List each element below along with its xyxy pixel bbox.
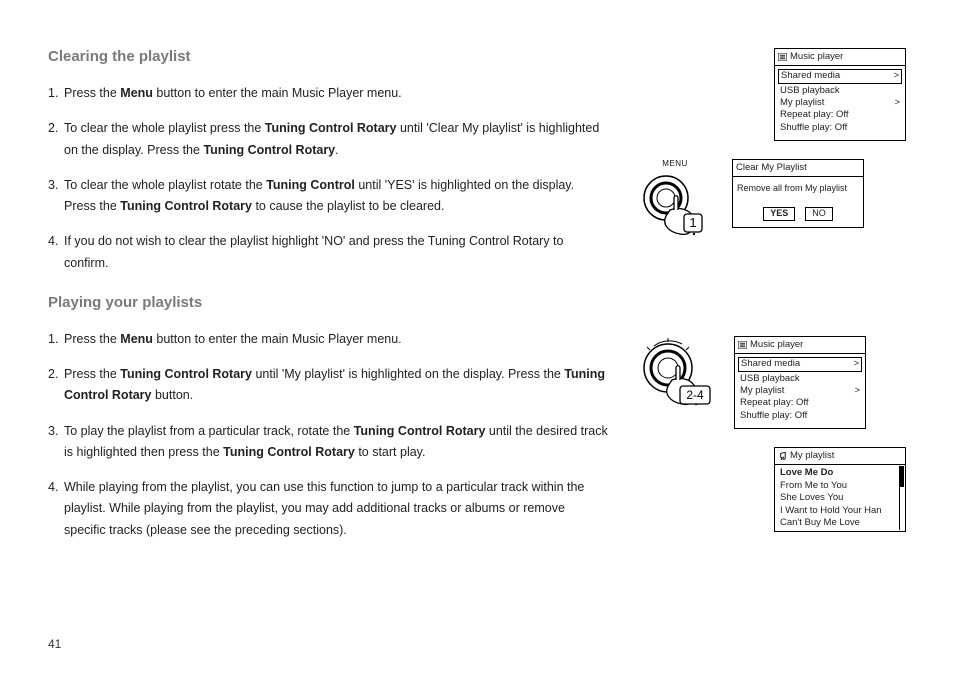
tuning-knob-diagram: 2-4 bbox=[636, 336, 716, 418]
lcd-clear-playlist: Clear My Playlist Remove all from My pla… bbox=[732, 159, 864, 228]
step: 2. To clear the whole playlist press the… bbox=[48, 118, 608, 161]
track: From Me to You bbox=[778, 480, 905, 492]
track: I Want to Hold Your Han bbox=[778, 505, 905, 517]
lcd-no-button: NO bbox=[805, 207, 833, 221]
lcd-item: Shuffle play: Off bbox=[738, 410, 862, 422]
lcd-item: Repeat play: Off bbox=[738, 397, 862, 409]
step: 1. Press the Menu button to enter the ma… bbox=[48, 329, 608, 350]
heading-playing: Playing your playlists bbox=[48, 294, 608, 311]
lcd-title: My playlist bbox=[790, 450, 834, 462]
lcd-yes-button: YES bbox=[763, 207, 795, 221]
lcd-music-player-2: Music player Shared media> USB playback … bbox=[734, 336, 866, 429]
list-icon bbox=[778, 53, 787, 61]
step: 4. While playing from the playlist, you … bbox=[48, 477, 608, 541]
page-number: 41 bbox=[48, 637, 61, 651]
manual-page: Clearing the playlist 1. Press the Menu … bbox=[0, 0, 954, 673]
rotary-knob-icon: 2-4 bbox=[636, 336, 716, 418]
step: 4. If you do not wish to clear the playl… bbox=[48, 231, 608, 274]
menu-knob-diagram: MENU 1 bbox=[636, 159, 714, 244]
text-column: Clearing the playlist 1. Press the Menu … bbox=[48, 48, 608, 555]
lcd-item-selected: Shared media> bbox=[778, 69, 902, 83]
lcd-item: USB playback bbox=[738, 373, 862, 385]
lcd-item-selected: Shared media> bbox=[738, 357, 862, 371]
lcd-message: Remove all from My playlist bbox=[733, 177, 863, 207]
step: 3. To clear the whole playlist rotate th… bbox=[48, 175, 608, 218]
track: She Loves You bbox=[778, 492, 905, 504]
lcd-item: My playlist> bbox=[778, 97, 902, 109]
knob-label: MENU bbox=[662, 159, 688, 168]
lcd-title: Music player bbox=[790, 51, 843, 63]
heading-clearing: Clearing the playlist bbox=[48, 48, 608, 65]
step: 1. Press the Menu button to enter the ma… bbox=[48, 83, 608, 104]
step: 2. Press the Tuning Control Rotary until… bbox=[48, 364, 608, 407]
steps-clearing: 1. Press the Menu button to enter the ma… bbox=[48, 83, 608, 274]
lcd-item: My playlist> bbox=[738, 385, 862, 397]
track-selected: Love Me Do bbox=[778, 467, 905, 479]
lcd-item: Repeat play: Off bbox=[778, 109, 902, 121]
lcd-item: Shuffle play: Off bbox=[778, 122, 902, 134]
knob-badge-2: 2-4 bbox=[686, 388, 704, 402]
music-note-icon bbox=[778, 452, 787, 461]
step: 3. To play the playlist from a particula… bbox=[48, 421, 608, 464]
scrollbar bbox=[899, 466, 904, 530]
list-icon bbox=[738, 341, 747, 349]
steps-playing: 1. Press the Menu button to enter the ma… bbox=[48, 329, 608, 541]
lcd-title: Music player bbox=[750, 339, 803, 351]
lcd-music-player: Music player Shared media> USB playback … bbox=[774, 48, 906, 141]
lcd-title: Clear My Playlist bbox=[736, 162, 807, 174]
track: Can't Buy Me Love bbox=[778, 517, 905, 529]
illustration-column: Music player Shared media> USB playback … bbox=[636, 48, 906, 555]
knob-badge: 1 bbox=[689, 215, 696, 230]
lcd-my-playlist: My playlist Love Me Do From Me to You Sh… bbox=[774, 447, 906, 532]
lcd-item: USB playback bbox=[778, 85, 902, 97]
rotary-knob-icon: 1 bbox=[636, 170, 714, 244]
